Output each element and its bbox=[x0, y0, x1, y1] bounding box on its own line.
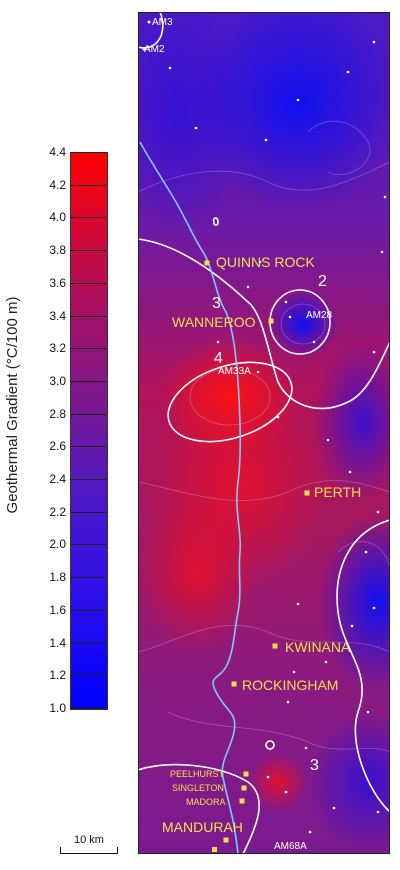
colorbar-tick-label: 1.2 bbox=[49, 668, 66, 683]
colorbar-tick bbox=[70, 348, 106, 350]
city-label: KWINANA bbox=[285, 639, 351, 655]
colorbar-tick-label: 4.2 bbox=[49, 177, 66, 192]
well-label: AM68A bbox=[274, 841, 307, 852]
city-label: QUINNS ROCK bbox=[216, 254, 315, 270]
colorbar-tick bbox=[70, 250, 106, 252]
colorbar-tick bbox=[70, 446, 106, 448]
city-label: MADORA bbox=[186, 797, 226, 807]
contour-3 bbox=[138, 238, 390, 410]
contour-3-sw bbox=[138, 763, 260, 854]
cold-zone-am28 bbox=[267, 290, 339, 358]
city-marker bbox=[223, 837, 229, 843]
colorbar-tick-label: 4.0 bbox=[49, 210, 66, 225]
contour-label: 3 bbox=[310, 757, 319, 774]
well-label: AM33A bbox=[218, 366, 251, 377]
contour-am2 bbox=[138, 12, 164, 49]
colorbar-tick bbox=[70, 184, 106, 186]
city-label: PERTH bbox=[314, 484, 361, 500]
city-marker bbox=[239, 798, 245, 804]
coastline bbox=[139, 141, 242, 854]
colorbar-tick bbox=[70, 675, 106, 677]
colorbar-tick bbox=[70, 708, 106, 709]
colorbar-tick-label: 2.4 bbox=[49, 472, 66, 487]
contour-labels: 2 3 4 3 bbox=[212, 273, 327, 774]
city-label: SINGLETON bbox=[172, 783, 224, 793]
cold-zone bbox=[318, 512, 390, 692]
colorbar-tick-label: 3.8 bbox=[49, 243, 66, 258]
colorbar-tick bbox=[70, 217, 106, 219]
colorbar-tick bbox=[70, 609, 106, 611]
colorbar-tick bbox=[70, 511, 106, 513]
colorbar-tick bbox=[70, 577, 106, 579]
colorbar-tick-label: 2.8 bbox=[49, 406, 66, 421]
colorbar-tick-label: 1.0 bbox=[49, 701, 66, 715]
colorbar-tick-label: 2.6 bbox=[49, 439, 66, 454]
city-marker bbox=[212, 847, 217, 852]
colorbar bbox=[70, 152, 108, 710]
map-frame bbox=[138, 12, 390, 854]
colorbar-tick bbox=[70, 544, 106, 546]
gradient-map: QUINNS ROCK WANNEROO PERTH KWINANA ROCKINGHA… bbox=[138, 12, 390, 854]
colorbar-tick bbox=[70, 282, 106, 284]
contour-closed-small bbox=[212, 217, 219, 226]
contour-closed-small bbox=[265, 740, 275, 750]
colorbar-tick-label: 3.0 bbox=[49, 373, 66, 388]
hot-zone bbox=[138, 492, 258, 652]
city-marker bbox=[204, 260, 210, 266]
major-contours bbox=[138, 12, 390, 854]
city-marker bbox=[272, 643, 278, 649]
data-points bbox=[142, 20, 387, 834]
colorbar-tick-label: 1.6 bbox=[49, 602, 66, 617]
colorbar-tick-label: 3.6 bbox=[49, 275, 66, 290]
city-marker bbox=[304, 490, 310, 496]
colorbar-tick bbox=[70, 315, 106, 317]
cold-zone bbox=[313, 342, 390, 502]
colorbar-tick-label: 3.4 bbox=[49, 308, 66, 323]
colorbar-tick bbox=[70, 479, 106, 481]
cold-zone bbox=[308, 712, 390, 852]
colorbar-tick-label: 1.8 bbox=[49, 570, 66, 585]
city-label: WANNEROO bbox=[172, 314, 256, 330]
colorbar-tick bbox=[70, 152, 106, 153]
colorbar-tick-label: 2.2 bbox=[49, 504, 66, 519]
city-label: MANDURAH bbox=[162, 819, 243, 835]
well-label: AM2 bbox=[144, 44, 165, 55]
well-label: AM3 bbox=[152, 17, 173, 28]
cold-zone bbox=[188, 12, 390, 212]
city-marker bbox=[268, 318, 274, 324]
colorbar-tick-label: 4.4 bbox=[49, 145, 66, 159]
well-label: AM28 bbox=[306, 310, 333, 321]
legend-title: Geothermal Gradient (°C/100 m) bbox=[4, 296, 21, 514]
contour-4 bbox=[167, 361, 293, 443]
colorbar-tick-label: 3.2 bbox=[49, 341, 66, 356]
city-markers: QUINNS ROCK WANNEROO PERTH KWINANA ROCKINGHA… bbox=[162, 254, 361, 852]
colorbar-tick bbox=[70, 642, 106, 644]
city-marker bbox=[243, 771, 249, 777]
city-label: PEELHURST bbox=[170, 769, 225, 779]
city-label: ROCKINGHAM bbox=[242, 677, 338, 693]
colorbar-tick-label: 2.0 bbox=[49, 537, 66, 552]
hot-zone bbox=[248, 752, 308, 812]
contour-label: 4 bbox=[214, 350, 223, 367]
contour-label: 2 bbox=[318, 273, 327, 290]
colorbar-tick bbox=[70, 413, 106, 415]
scale-bar-label: 10 km bbox=[74, 834, 104, 846]
city-marker bbox=[241, 785, 247, 791]
well-labels: AM3 AM2 AM28 AM33A AM68A bbox=[144, 17, 333, 852]
colorbar-tick-label: 1.4 bbox=[49, 635, 66, 650]
minor-contours bbox=[138, 120, 390, 753]
scale-bar bbox=[60, 847, 118, 854]
contour-label: 3 bbox=[212, 295, 221, 312]
contour-3-south bbox=[336, 519, 390, 813]
colorbar-tick bbox=[70, 380, 106, 382]
city-marker bbox=[231, 681, 237, 687]
